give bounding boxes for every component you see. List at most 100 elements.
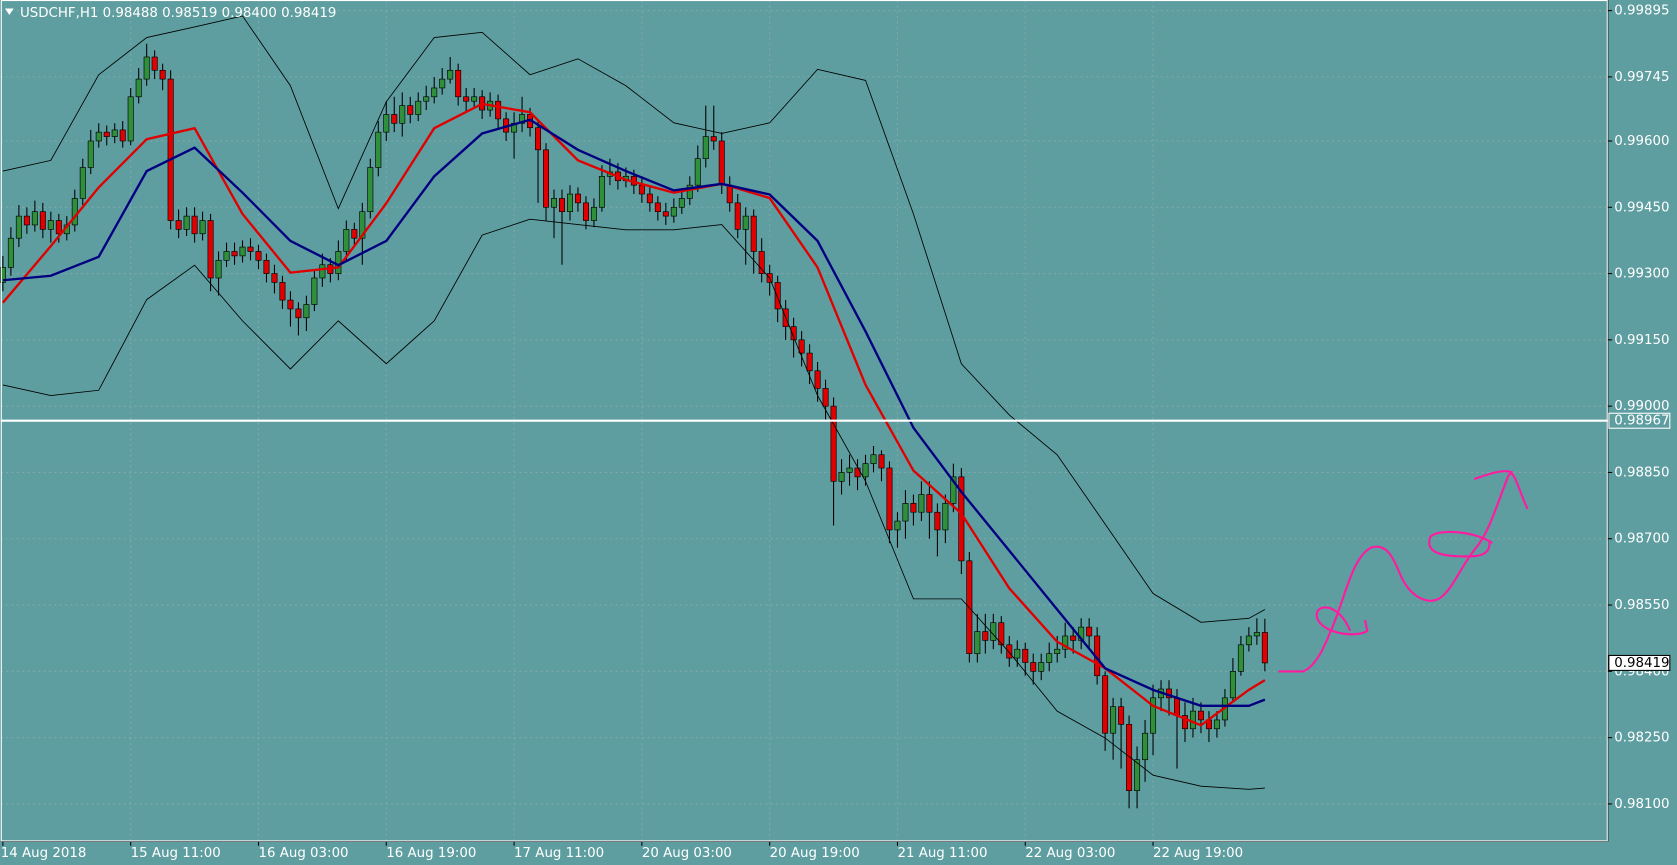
candle-body [127, 96, 134, 142]
x-tick-label: 14 Aug 2018 [1, 846, 87, 861]
candle-body [23, 215, 30, 226]
candle-body [702, 136, 709, 159]
candle-body [982, 631, 989, 641]
candle-body [678, 198, 685, 208]
candle-body [710, 136, 717, 142]
candle-body [1030, 662, 1037, 672]
candle-body [1118, 706, 1125, 725]
moving-average-line [2, 118, 1266, 707]
plot [0, 15, 1268, 809]
candle-body [1022, 648, 1029, 663]
candle-body [694, 158, 701, 186]
candle-body [934, 511, 941, 531]
candle-body [7, 237, 14, 268]
candle-body [990, 622, 997, 641]
chart-title: USDCHF,H1 0.98488 0.98519 0.98400 0.9841… [20, 6, 336, 21]
y-tick-label: 0.99600 [1614, 134, 1669, 149]
y-tick-label: 0.98850 [1614, 465, 1669, 480]
candle-body [662, 211, 669, 217]
candle-body [431, 87, 438, 98]
candle-body [135, 78, 142, 98]
candle-body [247, 246, 254, 252]
candle-body [367, 167, 374, 213]
candle-body [774, 282, 781, 310]
candle-body [551, 198, 558, 208]
candle-body [1181, 715, 1188, 730]
candle-body [862, 463, 869, 478]
candle-body [886, 467, 893, 531]
candle-body [319, 264, 326, 279]
candle-body [391, 114, 398, 124]
candle-body [1006, 644, 1013, 659]
candle-body [335, 251, 342, 274]
candle-body [1189, 710, 1196, 730]
candle-body [143, 56, 150, 80]
candle-body [303, 304, 310, 319]
candle-body [519, 114, 526, 124]
last-price-label: 0.98419 [1614, 656, 1669, 671]
candle-body [383, 114, 390, 133]
candle-body [870, 454, 877, 464]
candle-body [974, 631, 981, 654]
candle-body [375, 131, 382, 168]
candle-body [686, 184, 693, 199]
candle-body [1134, 759, 1141, 791]
candle-body [1126, 724, 1133, 791]
candle-body [1229, 671, 1236, 699]
candle-body [1213, 719, 1220, 730]
candle-body [15, 215, 22, 239]
candle-body [1070, 635, 1077, 641]
candle-body [343, 229, 350, 252]
candle-body [239, 246, 246, 257]
candle-body [223, 251, 230, 261]
candle-body [1054, 648, 1061, 654]
candle-body [207, 220, 214, 279]
candle-body [878, 454, 885, 469]
candle-body [758, 251, 765, 274]
candle-body [1102, 675, 1109, 734]
candle-body [415, 100, 422, 115]
candle-body [806, 352, 813, 372]
candle-body [574, 193, 581, 204]
candle-body [263, 259, 270, 274]
candle-body [894, 520, 901, 531]
candle-body [215, 259, 222, 279]
candle-body [1086, 626, 1093, 637]
candle-body [998, 622, 1005, 646]
y-tick-label: 0.99300 [1614, 267, 1669, 282]
candle-body [463, 96, 470, 102]
level-label: 0.98967 [1614, 414, 1669, 429]
x-tick-label: 21 Aug 11:00 [897, 846, 987, 861]
candle-body [31, 211, 38, 226]
candle-body [119, 129, 126, 142]
candle-body [471, 96, 478, 102]
hand-drawing [1278, 470, 1529, 673]
bollinger-band-line [2, 15, 1266, 623]
candle-body [103, 131, 110, 137]
x-tick-label: 16 Aug 19:00 [386, 846, 476, 861]
candle-body [790, 326, 797, 341]
y-tick-label: 0.99450 [1614, 200, 1669, 215]
candle-body [918, 494, 925, 513]
candle-body [1197, 710, 1204, 721]
candle-body [1062, 635, 1069, 650]
candle-body [199, 220, 206, 235]
candle-body [838, 472, 845, 482]
candle-body [535, 127, 542, 151]
x-tick-label: 20 Aug 03:00 [642, 846, 732, 861]
y-tick-label: 0.98550 [1614, 598, 1669, 613]
x-tick-label: 16 Aug 03:00 [258, 846, 348, 861]
candle-body [47, 220, 54, 230]
y-tick-label: 0.99000 [1614, 399, 1669, 414]
x-tick-label: 17 Aug 11:00 [514, 846, 604, 861]
level-label-box [1608, 412, 1671, 429]
candle-body [814, 370, 821, 389]
x-tick-label: 15 Aug 11:00 [131, 846, 221, 861]
x-tick-label: 22 Aug 19:00 [1153, 846, 1243, 861]
candle-body [439, 78, 446, 89]
candle-body [0, 267, 6, 283]
candle-body [638, 184, 645, 195]
candle-body [191, 215, 198, 235]
candle-body [87, 140, 94, 168]
